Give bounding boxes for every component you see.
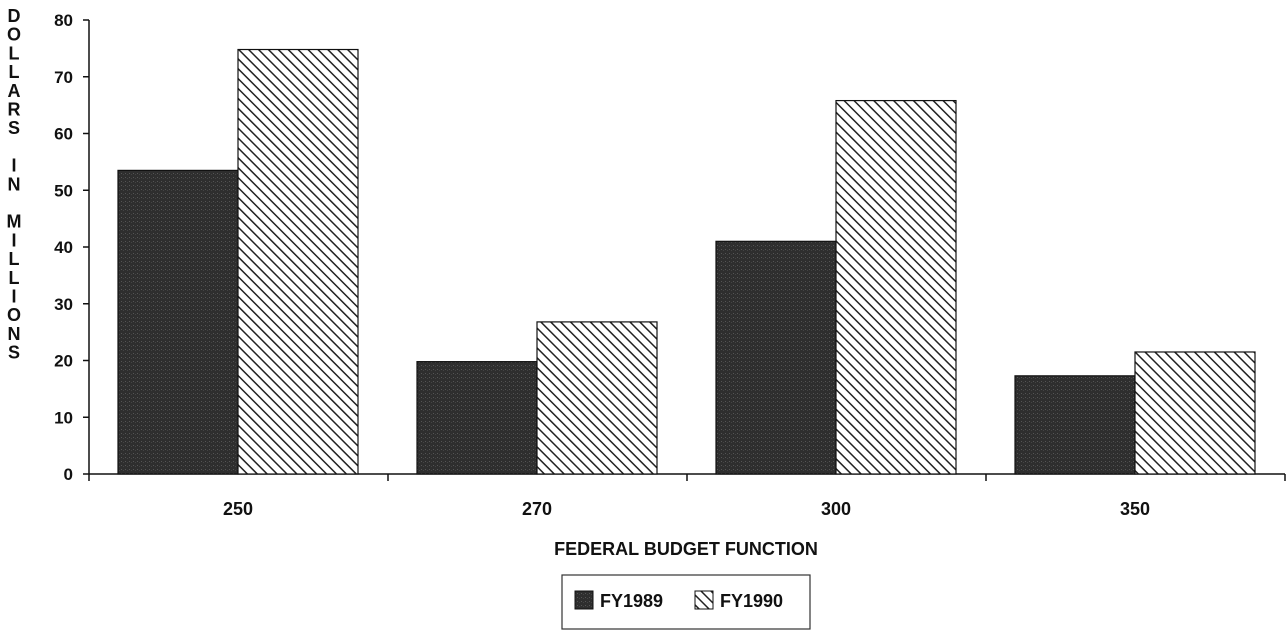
y-title-letter: D bbox=[8, 6, 21, 26]
y-title-letter: O bbox=[7, 305, 21, 325]
y-axis: 0 10 20 30 40 50 60 70 80 bbox=[54, 11, 90, 484]
y-title-letter: M bbox=[7, 212, 22, 232]
y-tick-label: 10 bbox=[54, 408, 73, 427]
bar-fy1990-250 bbox=[237, 48, 359, 475]
bar-fy1989-250 bbox=[117, 169, 239, 475]
x-tick-label: 350 bbox=[1120, 499, 1150, 519]
y-tick-label: 60 bbox=[54, 125, 73, 144]
y-title-letter: I bbox=[11, 230, 16, 250]
bar-fy1990-270 bbox=[536, 321, 658, 475]
x-axis: 250 270 300 350 bbox=[88, 473, 1286, 519]
y-tick-label: 50 bbox=[54, 181, 73, 200]
y-title-letter: A bbox=[8, 81, 21, 101]
y-tick-label: 80 bbox=[54, 11, 73, 30]
x-axis-title: FEDERAL BUDGET FUNCTION bbox=[554, 539, 818, 559]
y-tick-label: 0 bbox=[64, 465, 73, 484]
y-title-letter: N bbox=[8, 174, 21, 194]
bar-fy1990-350 bbox=[1134, 351, 1256, 475]
y-title-letter: R bbox=[8, 100, 21, 120]
legend-swatch-fy1990 bbox=[694, 590, 714, 610]
legend-label-fy1989: FY1989 bbox=[600, 591, 663, 611]
y-title-letter: O bbox=[7, 25, 21, 45]
x-tick-label: 250 bbox=[223, 499, 253, 519]
legend-swatch-fy1989 bbox=[574, 590, 594, 610]
bar-fy1990-300 bbox=[835, 99, 957, 475]
y-title-letter: L bbox=[9, 43, 20, 63]
plot-bars bbox=[117, 48, 1256, 475]
x-tick-label: 270 bbox=[522, 499, 552, 519]
y-title-letter: L bbox=[9, 62, 20, 82]
y-title-letter: L bbox=[9, 249, 20, 269]
bar-fy1989-300 bbox=[715, 240, 837, 475]
y-title-letter: L bbox=[9, 268, 20, 288]
y-title-letter: S bbox=[8, 343, 20, 363]
bar-fy1989-270 bbox=[416, 361, 538, 475]
legend-box bbox=[561, 574, 811, 630]
y-tick-label: 40 bbox=[54, 238, 73, 257]
bar-fy1989-350 bbox=[1014, 375, 1136, 475]
y-title-letter: N bbox=[8, 324, 21, 344]
y-title-letter: I bbox=[11, 156, 16, 176]
y-tick-label: 30 bbox=[54, 295, 73, 314]
y-tick-label: 20 bbox=[54, 352, 73, 371]
legend-label-fy1990: FY1990 bbox=[720, 591, 783, 611]
legend: FY1989 FY1990 bbox=[561, 574, 811, 630]
y-title-letter: S bbox=[8, 118, 20, 138]
y-title-letter: I bbox=[11, 287, 16, 307]
x-tick-label: 300 bbox=[821, 499, 851, 519]
y-tick-label: 70 bbox=[54, 68, 73, 87]
